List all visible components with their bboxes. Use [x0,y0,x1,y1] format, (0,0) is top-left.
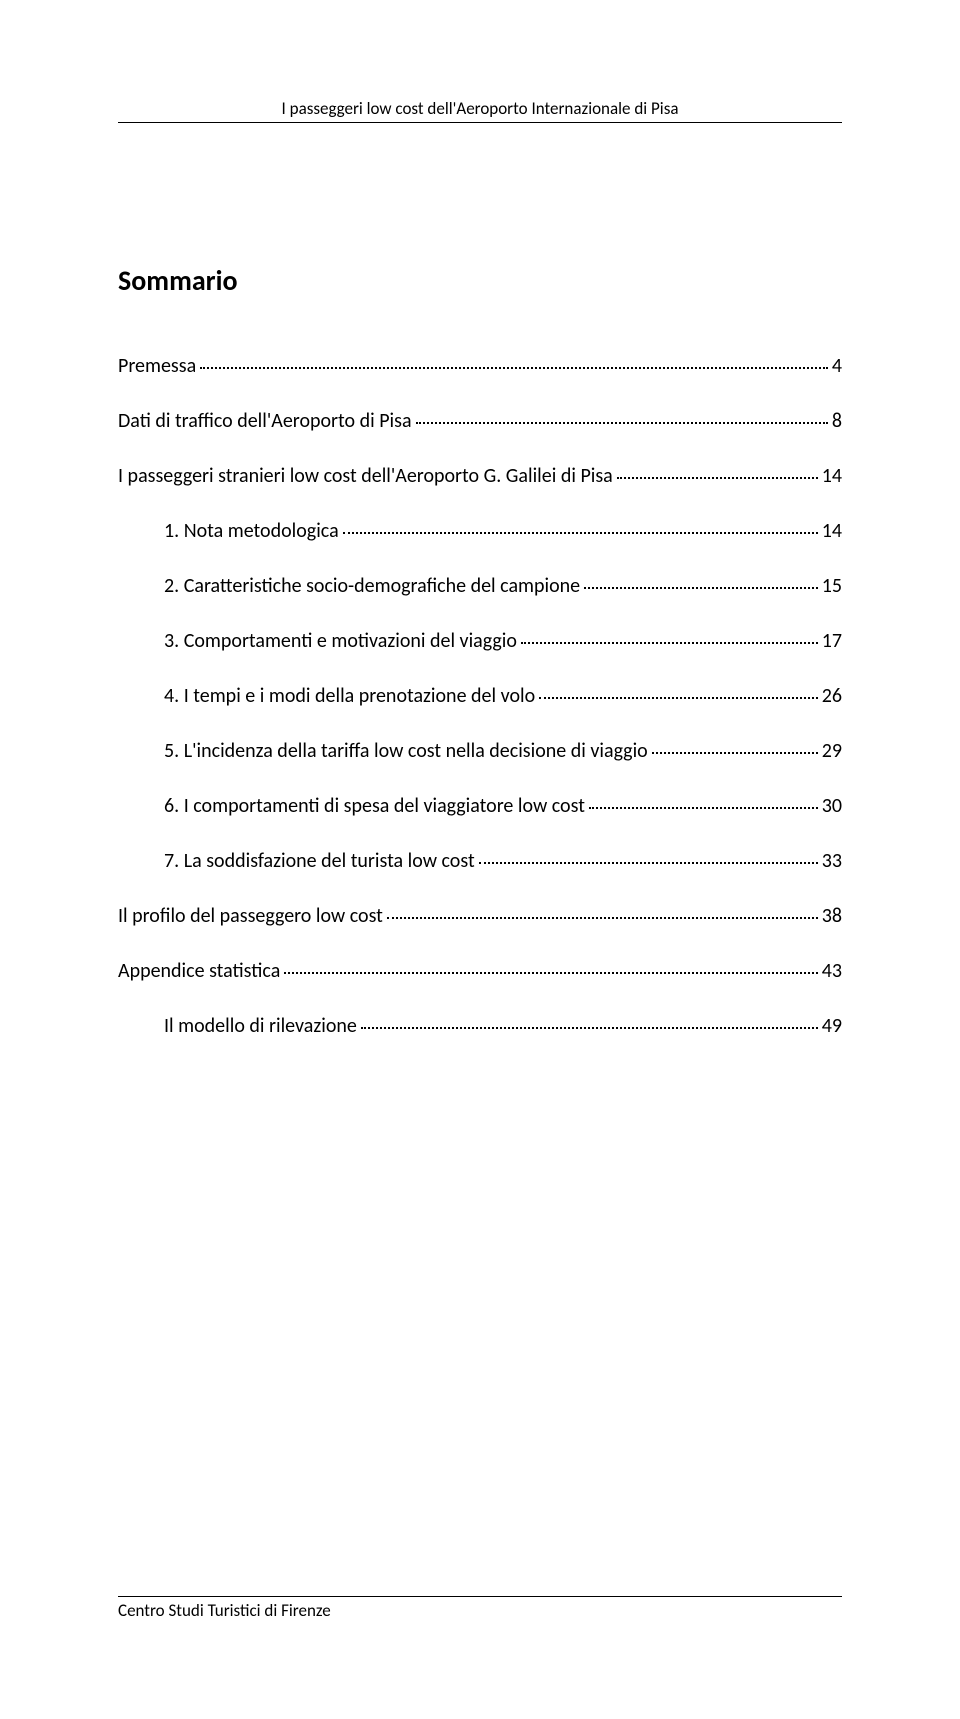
toc-entry-label: 5. L'incidenza della tariffa low cost ne… [164,739,648,763]
toc-dots [416,422,828,424]
toc-entry-page: 17 [822,629,842,653]
toc-entry: 1. Nota metodologica 14 [118,519,842,543]
toc-dots [652,752,818,754]
toc-entry-page: 43 [822,959,842,983]
page-footer: Centro Studi Turistici di Firenze [118,1596,842,1621]
toc-entry: 7. La soddisfazione del turista low cost… [118,849,842,873]
toc-entry-label: 3. Comportamenti e motivazioni del viagg… [164,629,517,653]
toc-entry-page: 14 [822,464,842,488]
toc-dots [343,532,818,534]
toc-entry-page: 30 [822,794,842,818]
toc-entry-label: Dati di traffico dell'Aeroporto di Pisa [118,409,412,433]
toc-entry: 3. Comportamenti e motivazioni del viagg… [118,629,842,653]
toc-entry: Il modello di rilevazione 49 [118,1014,842,1038]
toc-entry-label: Appendice statistica [118,959,280,983]
toc-list: Premessa 4 Dati di traffico dell'Aeroporto… [118,354,842,1038]
toc-dots [584,587,818,589]
toc-entry-page: 4 [832,354,842,378]
toc-entry-label: 7. La soddisfazione del turista low cost [164,849,475,873]
toc-entry: 4. I tempi e i modi della prenotazione d… [118,684,842,708]
page-header: I passeggeri low cost dell'Aeroporto Int… [118,98,842,123]
toc-dots [539,697,818,699]
toc-entry-label: 2. Caratteristiche socio-demografiche de… [164,574,580,598]
toc-entry-label: 4. I tempi e i modi della prenotazione d… [164,684,535,708]
toc-entry: Dati di traffico dell'Aeroporto di Pisa 8 [118,409,842,433]
toc-dots [617,477,818,479]
toc-dots [521,642,818,644]
toc-entry-label: 1. Nota metodologica [164,519,339,543]
toc-dots [387,917,818,919]
toc-entry: 2. Caratteristiche socio-demografiche de… [118,574,842,598]
toc-dots [284,972,817,974]
toc-entry-page: 8 [832,409,842,433]
toc-entry-label: Premessa [118,354,196,378]
toc-entry-page: 15 [822,574,842,598]
toc-entry: Premessa 4 [118,354,842,378]
toc-entry-page: 38 [822,904,842,928]
toc-entry-label: 6. I comportamenti di spesa del viaggiat… [164,794,585,818]
toc-entry: 5. L'incidenza della tariffa low cost ne… [118,739,842,763]
toc-dots [589,807,818,809]
toc-dots [200,367,828,369]
toc-entry: 6. I comportamenti di spesa del viaggiat… [118,794,842,818]
toc-dots [479,862,818,864]
toc-entry-page: 14 [822,519,842,543]
toc-entry: Il profilo del passeggero low cost 38 [118,904,842,928]
toc-entry-page: 29 [822,739,842,763]
toc-entry-label: Il modello di rilevazione [164,1014,357,1038]
toc-entry-page: 49 [822,1014,842,1038]
toc-entry-page: 33 [822,849,842,873]
toc-entry-label: Il profilo del passeggero low cost [118,904,383,928]
document-page: I passeggeri low cost dell'Aeroporto Int… [0,0,960,1719]
toc-entry-label: I passeggeri stranieri low cost dell'Aer… [118,464,613,488]
toc-entry-page: 26 [822,684,842,708]
toc-entry: I passeggeri stranieri low cost dell'Aer… [118,464,842,488]
toc-dots [361,1027,818,1029]
toc-title: Sommario [118,263,842,298]
toc-entry: Appendice statistica 43 [118,959,842,983]
